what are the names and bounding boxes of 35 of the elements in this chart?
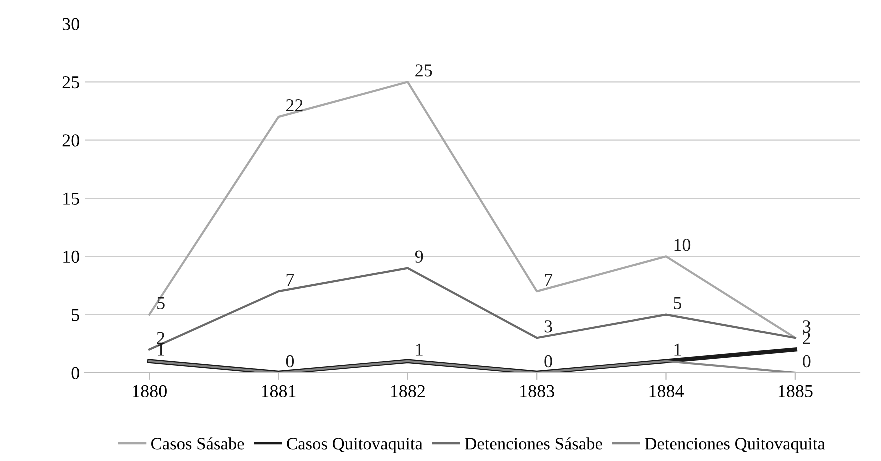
data-label: 3 (803, 320, 811, 333)
data-label: 1 (674, 344, 682, 356)
data-label: 1 (416, 344, 423, 356)
legend-label: Casos Quitovaquita (287, 438, 423, 454)
data-label: 7 (545, 274, 553, 286)
data-label: 22 (286, 100, 303, 112)
data-label: 2 (803, 332, 810, 344)
x-tick-label: 1883 (520, 385, 554, 398)
legend-label: Detenciones Sásabe (465, 438, 602, 450)
legend-label: Detenciones Quitovaquita (645, 438, 826, 454)
y-tick-label: 5 (72, 309, 80, 322)
y-tick-label: 20 (62, 134, 80, 147)
data-label: 0 (544, 355, 552, 368)
x-tick-label: 1880 (133, 385, 167, 398)
y-tick-label: 0 (72, 367, 80, 380)
x-tick-label: 1885 (778, 385, 813, 398)
x-tick-label: 1881 (262, 385, 296, 398)
data-label: 1 (158, 344, 164, 356)
y-tick-label: 15 (64, 192, 80, 205)
x-tick-label: 1884 (650, 385, 684, 398)
legend-label: Casos Sásabe (152, 438, 244, 450)
x-tick-label: 1882 (391, 385, 425, 398)
data-label: 0 (803, 355, 811, 368)
data-label: 10 (674, 239, 691, 252)
data-label: 7 (286, 274, 294, 286)
data-label: 5 (158, 297, 165, 310)
data-label: 3 (544, 320, 552, 333)
y-tick-label: 30 (62, 18, 80, 30)
data-label: 5 (674, 297, 682, 310)
data-label: 25 (416, 64, 432, 77)
y-tick-label: 10 (64, 250, 80, 264)
data-label: 9 (415, 250, 424, 263)
data-label: 0 (286, 355, 294, 368)
y-tick-label: 25 (62, 76, 80, 89)
data-label: 2 (157, 332, 165, 344)
